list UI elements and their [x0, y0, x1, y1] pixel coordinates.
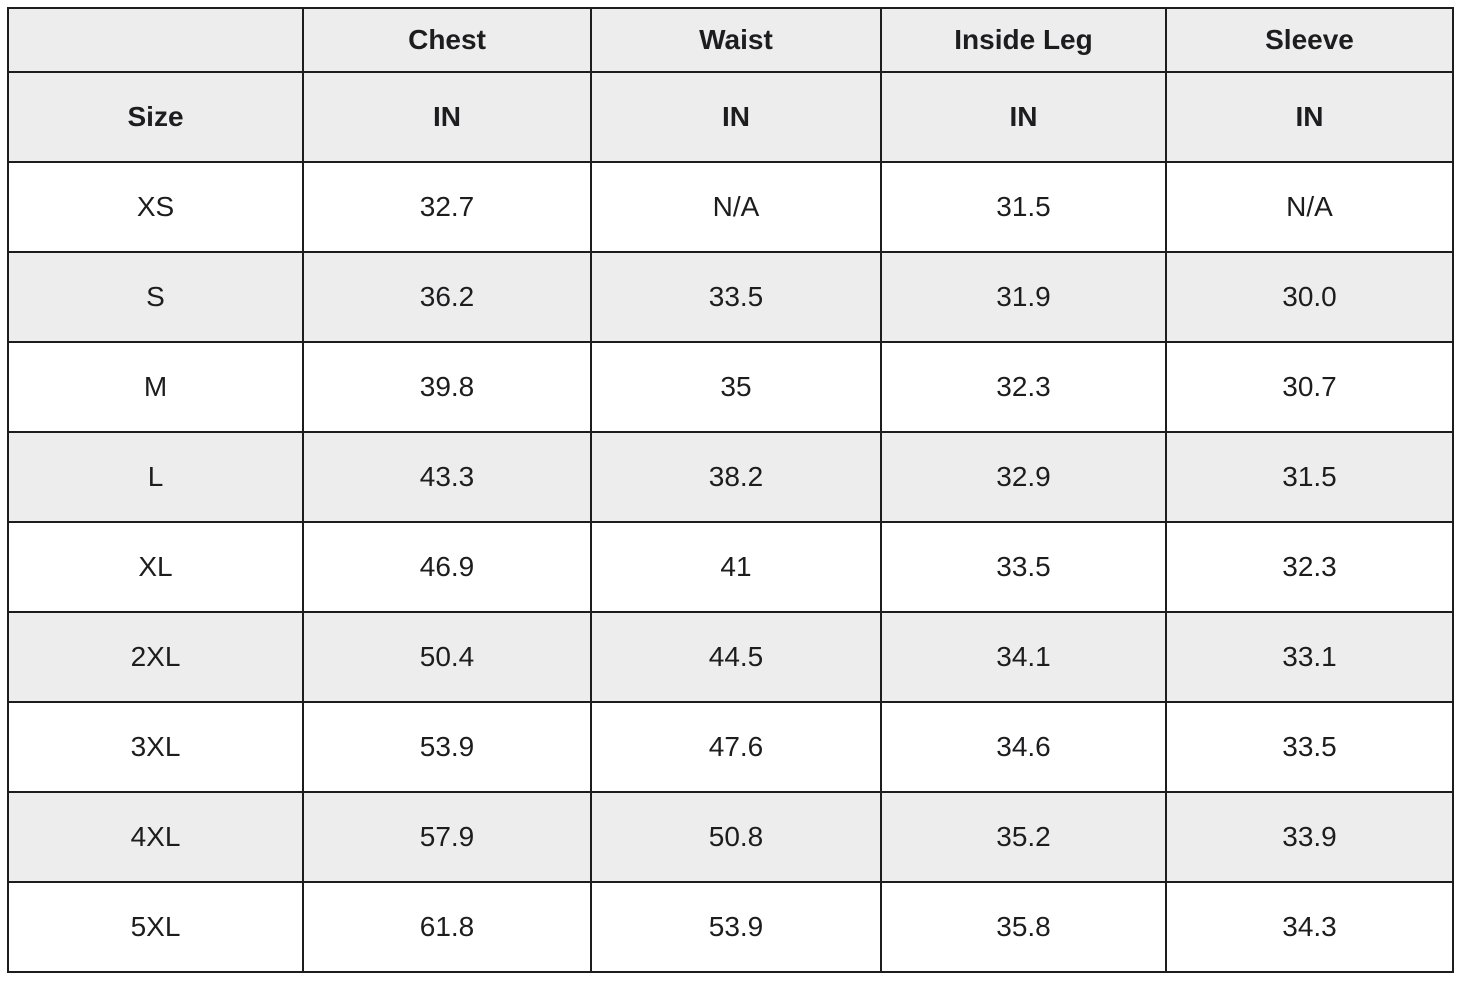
chest-value-cell: 57.9: [302, 791, 592, 883]
waist-value-cell: 35: [590, 341, 882, 433]
sleeve-value-cell: 31.5: [1165, 431, 1454, 523]
size-label-cell: XS: [7, 161, 304, 253]
inside-leg-value-cell: 35.8: [880, 881, 1167, 973]
sleeve-value-cell: 33.9: [1165, 791, 1454, 883]
inside-leg-value-cell: 31.5: [880, 161, 1167, 253]
table-row: XL 46.9 41 33.5 32.3: [7, 521, 1454, 613]
waist-value-cell: 38.2: [590, 431, 882, 523]
measurement-header-row: Chest Waist Inside Leg Sleeve: [7, 7, 1454, 73]
sleeve-value-cell: N/A: [1165, 161, 1454, 253]
column-header-inside-leg: Inside Leg: [880, 7, 1167, 73]
chest-value-cell: 46.9: [302, 521, 592, 613]
inside-leg-value-cell: 32.3: [880, 341, 1167, 433]
waist-value-cell: N/A: [590, 161, 882, 253]
size-label-cell: S: [7, 251, 304, 343]
waist-value-cell: 47.6: [590, 701, 882, 793]
size-label-cell: L: [7, 431, 304, 523]
column-header-sleeve: Sleeve: [1165, 7, 1454, 73]
unit-cell-chest: IN: [302, 71, 592, 163]
table-row: S 36.2 33.5 31.9 30.0: [7, 251, 1454, 343]
sleeve-value-cell: 30.0: [1165, 251, 1454, 343]
size-rows: XS 32.7 N/A 31.5 N/A S 36.2 33.5 31.9 30.0 M 39.8 35…: [7, 161, 1454, 973]
sleeve-value-cell: 33.5: [1165, 701, 1454, 793]
inside-leg-value-cell: 32.9: [880, 431, 1167, 523]
waist-value-cell: 53.9: [590, 881, 882, 973]
inside-leg-value-cell: 34.6: [880, 701, 1167, 793]
size-chart-table: Chest Waist Inside Leg Sleeve Size IN IN…: [7, 7, 1454, 973]
unit-cell-sleeve: IN: [1165, 71, 1454, 163]
chest-value-cell: 61.8: [302, 881, 592, 973]
column-header-waist: Waist: [590, 7, 882, 73]
chest-value-cell: 50.4: [302, 611, 592, 703]
size-label-cell: 2XL: [7, 611, 304, 703]
corner-header-cell: [7, 7, 304, 73]
table-row: XS 32.7 N/A 31.5 N/A: [7, 161, 1454, 253]
table-row: 5XL 61.8 53.9 35.8 34.3: [7, 881, 1454, 973]
chest-value-cell: 43.3: [302, 431, 592, 523]
table-row: M 39.8 35 32.3 30.7: [7, 341, 1454, 433]
size-label-cell: 4XL: [7, 791, 304, 883]
inside-leg-value-cell: 34.1: [880, 611, 1167, 703]
sleeve-value-cell: 32.3: [1165, 521, 1454, 613]
size-label-cell: 5XL: [7, 881, 304, 973]
table-row: L 43.3 38.2 32.9 31.5: [7, 431, 1454, 523]
inside-leg-value-cell: 33.5: [880, 521, 1167, 613]
sleeve-value-cell: 30.7: [1165, 341, 1454, 433]
sleeve-value-cell: 34.3: [1165, 881, 1454, 973]
unit-header-row: Size IN IN IN IN: [7, 71, 1454, 163]
inside-leg-value-cell: 35.2: [880, 791, 1167, 883]
waist-value-cell: 33.5: [590, 251, 882, 343]
table-row: 4XL 57.9 50.8 35.2 33.9: [7, 791, 1454, 883]
table-row: 3XL 53.9 47.6 34.6 33.5: [7, 701, 1454, 793]
waist-value-cell: 50.8: [590, 791, 882, 883]
sleeve-value-cell: 33.1: [1165, 611, 1454, 703]
waist-value-cell: 44.5: [590, 611, 882, 703]
size-label-cell: M: [7, 341, 304, 433]
unit-cell-waist: IN: [590, 71, 882, 163]
chest-value-cell: 36.2: [302, 251, 592, 343]
size-label-cell: XL: [7, 521, 304, 613]
size-label-cell: 3XL: [7, 701, 304, 793]
chest-value-cell: 32.7: [302, 161, 592, 253]
waist-value-cell: 41: [590, 521, 882, 613]
chest-value-cell: 39.8: [302, 341, 592, 433]
column-header-chest: Chest: [302, 7, 592, 73]
chest-value-cell: 53.9: [302, 701, 592, 793]
unit-cell-inside-leg: IN: [880, 71, 1167, 163]
inside-leg-value-cell: 31.9: [880, 251, 1167, 343]
size-header-cell: Size: [7, 71, 304, 163]
table-row: 2XL 50.4 44.5 34.1 33.1: [7, 611, 1454, 703]
